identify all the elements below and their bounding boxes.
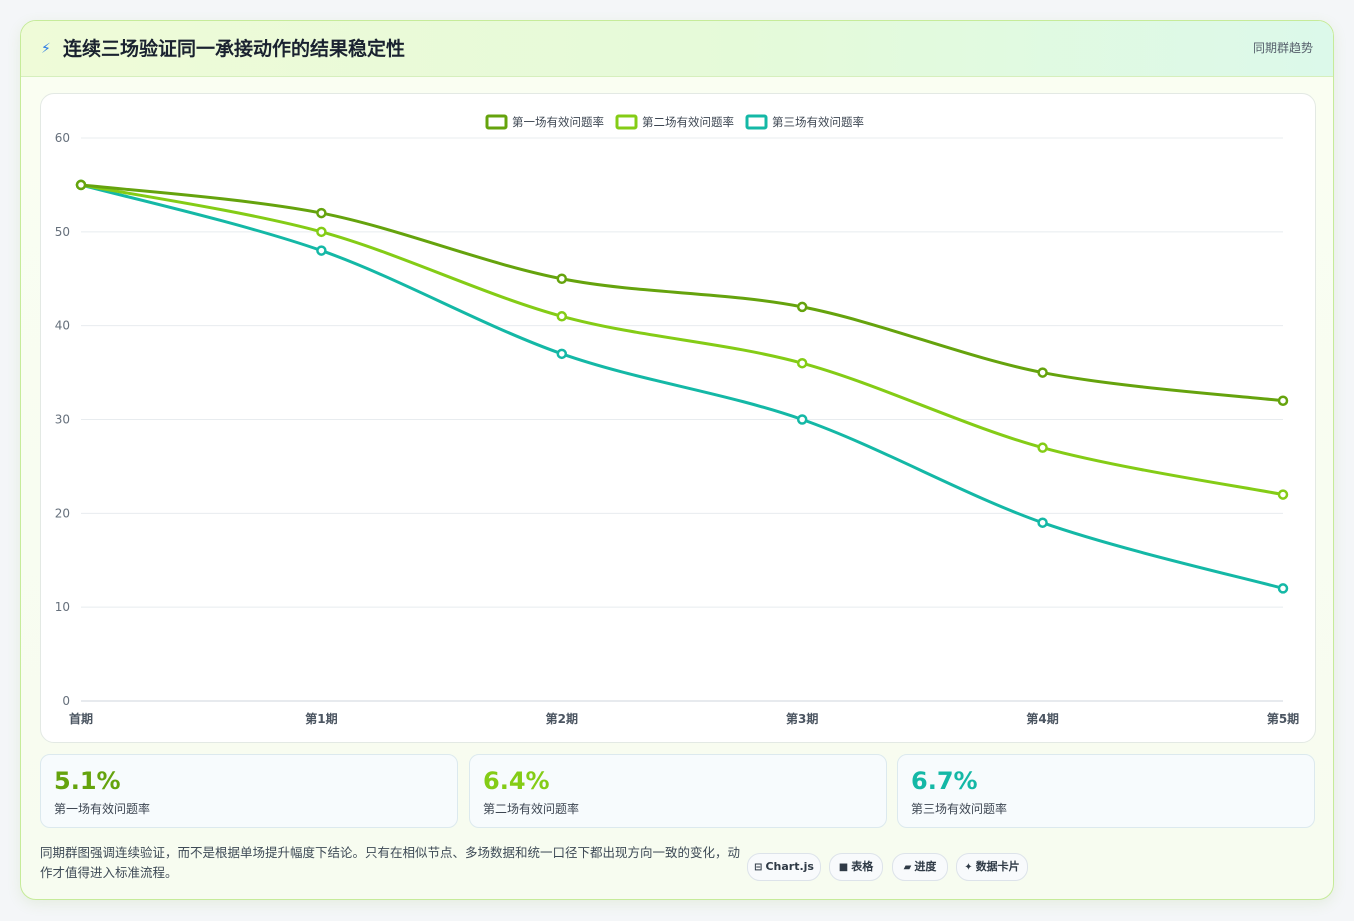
tag-label: 表格 (851, 860, 874, 873)
stat-value-3: 6.7% (911, 767, 978, 795)
card-title: 连续三场验证同一承接动作的结果稳定性 (63, 38, 406, 60)
y-tick-label: 50 (55, 225, 70, 239)
x-tick-label: 第3期 (786, 711, 818, 726)
stat-card-3: 6.7% 第三场有效问题率 (897, 754, 1315, 828)
series-line-3 (79, 183, 1285, 590)
stat-label-3: 第三场有效问题率 (911, 802, 1008, 816)
tag-table[interactable]: ■ 表格 (829, 853, 883, 881)
x-tick-label: 第4期 (1026, 711, 1058, 726)
lightning-icon: ⚡ (41, 41, 51, 57)
chart-card: ⚡ 连续三场验证同一承接动作的结果稳定性 同期群趋势 0 10 20 30 40 50 60… (20, 20, 1334, 900)
legend-label-1: 第一场有效问题率 (512, 115, 604, 129)
data-point-series-3 (556, 348, 568, 360)
x-tick-label: 第5期 (1267, 711, 1299, 726)
data-point-series-2 (556, 311, 568, 322)
tag-label: Chart.js (765, 860, 814, 873)
tag-progress[interactable]: ▰ 进度 (892, 853, 948, 881)
legend-swatch-1 (485, 114, 508, 130)
line-chart: 0 10 20 30 40 50 60 首期 第1期 第2期 第3期 第4期 第5期 第一场有效问题率 第二… (55, 114, 1299, 726)
data-point-series-2 (796, 357, 808, 369)
y-tick-label: 20 (55, 506, 70, 520)
data-point-series-1 (75, 179, 87, 191)
data-point-series-3 (1037, 517, 1048, 528)
sparkle-icon: ✦ (964, 862, 973, 873)
stat-value-1: 5.1% (54, 767, 121, 795)
data-point-series-1 (1277, 395, 1289, 406)
y-tick-label: 60 (55, 131, 70, 145)
data-point-series-2 (1277, 489, 1289, 500)
stat-card-1: 5.1% 第一场有效问题率 (40, 754, 458, 828)
tag-chartjs[interactable]: ⊟ Chart.js (747, 853, 821, 881)
legend-label-2: 第二场有效问题率 (642, 115, 734, 129)
stat-card-2: 6.4% 第二场有效问题率 (469, 754, 887, 828)
tag-label: 进度 (914, 860, 937, 873)
series-line-1 (79, 183, 1285, 403)
series-line-2 (79, 183, 1285, 497)
legend-swatch-2 (615, 114, 638, 130)
y-tick-label: 0 (62, 694, 70, 708)
tag-label: 数据卡片 (975, 860, 1020, 873)
data-point-series-3 (316, 245, 327, 256)
stat-label-2: 第二场有效问题率 (483, 802, 580, 816)
data-point-series-1 (316, 207, 327, 219)
x-tick-label: 首期 (69, 711, 93, 726)
data-point-series-3 (1277, 583, 1289, 594)
cohort-trend-link[interactable]: 同期群趋势 (1252, 41, 1313, 55)
y-tick-label: 30 (55, 413, 70, 427)
data-point-series-1 (556, 273, 568, 284)
chart-panel: 0 10 20 30 40 50 60 首期 第1期 第2期 第3期 第4期 第5期 第一场有效问题率 第二… (40, 93, 1316, 743)
y-tick-label: 40 (55, 319, 70, 333)
legend-swatch-3 (745, 114, 768, 130)
x-tick-label: 第2期 (546, 711, 578, 726)
data-point-series-2 (1037, 442, 1048, 453)
card-header: ⚡ 连续三场验证同一承接动作的结果稳定性 同期群趋势 (21, 21, 1333, 77)
legend-label-3: 第三场有效问题率 (772, 115, 864, 129)
tag-data-card[interactable]: ✦ 数据卡片 (956, 853, 1028, 881)
y-tick-label: 10 (55, 600, 70, 614)
x-tick-label: 第1期 (305, 711, 337, 726)
data-point-series-2 (316, 226, 327, 238)
data-point-series-3 (796, 414, 808, 425)
table-icon: ■ (838, 862, 849, 873)
footnote: 同期群图强调连续验证，而不是根据单场提升幅度下结论。只有在相似节点、多场数据和统… (40, 845, 741, 880)
chart-icon: ⊟ (754, 862, 763, 873)
stat-value-2: 6.4% (483, 767, 550, 795)
data-point-series-1 (796, 301, 808, 313)
stat-label-1: 第一场有效问题率 (54, 802, 151, 816)
data-point-series-1 (1037, 367, 1048, 378)
progress-icon: ▰ (903, 862, 912, 873)
